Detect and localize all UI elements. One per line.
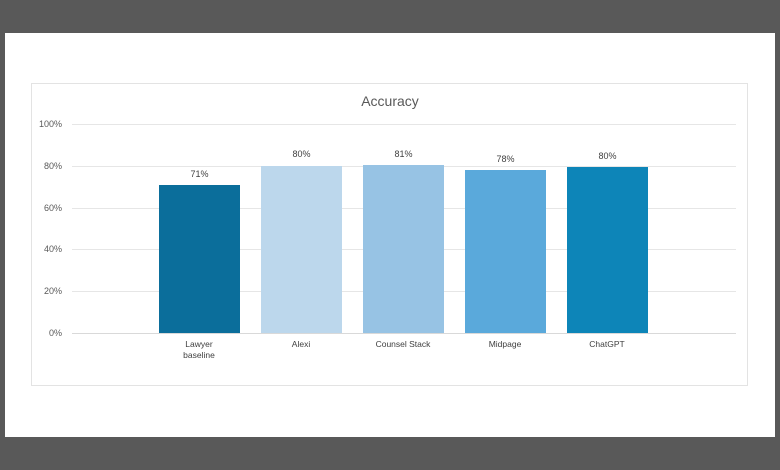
x-label-alexi: Alexi [291,339,311,349]
x-label-midpage: Midpage [488,339,522,349]
y-tick-80: 80% [43,161,62,171]
data-label-midpage: 78% [496,154,515,164]
x-label-chatgpt: ChatGPT [589,339,625,349]
bar-alexi[interactable] [261,166,342,333]
y-tick-40: 40% [43,244,62,254]
y-tick-100: 100% [38,119,62,129]
data-label-chatgpt: 80% [598,151,617,161]
bar-lawyer-baseline[interactable] [159,185,240,333]
y-tick-0: 0% [48,328,62,338]
x-label-lawyer-baseline: Lawyer baseline [183,339,215,360]
data-label-alexi: 80% [292,149,311,159]
y-tick-20: 20% [43,286,62,296]
bar-counsel-stack[interactable] [363,165,444,333]
data-label-counsel-stack: 81% [394,149,413,159]
chart-title: Accuracy [361,93,419,109]
x-axis-line [72,333,736,334]
gridline-100 [72,124,736,125]
data-label-lawyer-baseline: 71% [190,169,209,179]
y-tick-60: 60% [43,203,62,213]
bar-chatgpt[interactable] [567,167,648,333]
x-label-counsel-stack: Counsel Stack [375,339,431,349]
bar-midpage[interactable] [465,170,546,333]
